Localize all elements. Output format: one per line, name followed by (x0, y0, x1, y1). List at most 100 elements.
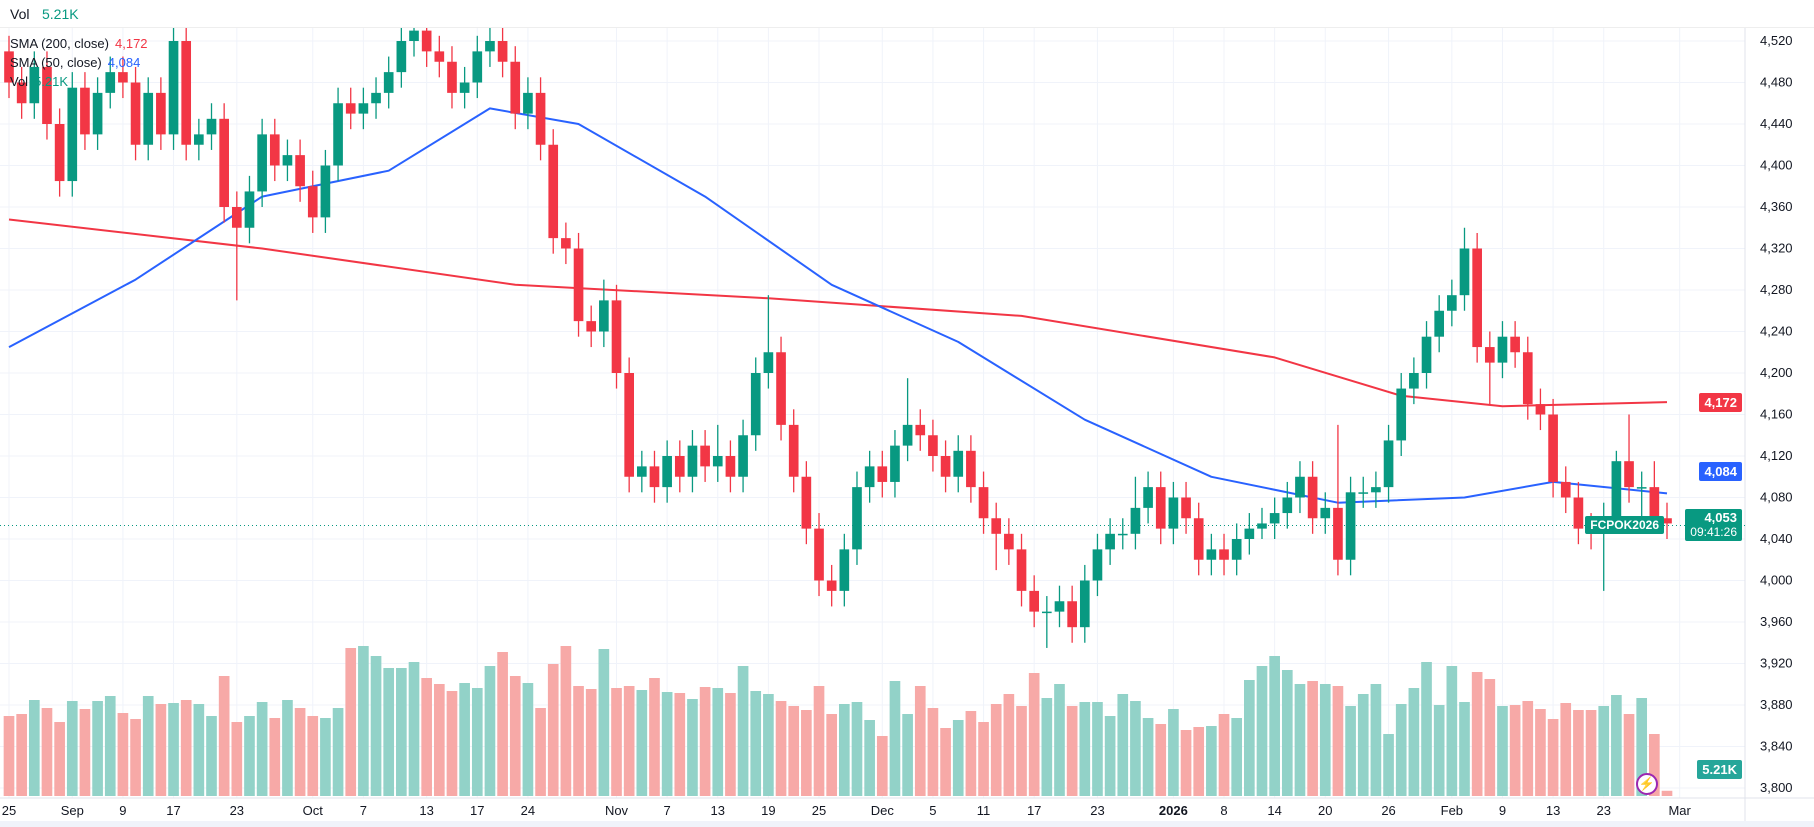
candle (814, 513, 824, 597)
candle (1168, 481, 1179, 545)
candle-body (345, 103, 356, 114)
candle (118, 56, 128, 99)
candle (1434, 295, 1445, 353)
volume-bar (433, 684, 445, 796)
x-tick-label: 24 (521, 803, 535, 818)
volume-bar (1611, 695, 1622, 796)
candle-body (244, 191, 255, 228)
candle-body (54, 124, 65, 182)
legend-sma50[interactable]: SMA (50, close) 4,084 (10, 55, 140, 70)
candle (219, 103, 229, 223)
candle-body (371, 92, 381, 104)
candle (333, 87, 343, 182)
volume-bar (636, 690, 648, 796)
volume-bar (193, 704, 205, 796)
candle-body (1662, 518, 1672, 524)
x-tick-label: 13 (1546, 803, 1560, 818)
volume-bar (1142, 718, 1154, 796)
x-tick-label: 7 (664, 803, 671, 818)
candle-body (219, 118, 229, 207)
x-tick-label: 5 (929, 803, 936, 818)
candle-body (1383, 440, 1394, 488)
volume-bar (965, 711, 977, 796)
volume-bar (687, 699, 698, 796)
volume-bar (1281, 670, 1293, 796)
candle (712, 424, 723, 482)
candle-body (143, 92, 154, 145)
candle (890, 430, 900, 498)
x-tick-label: 23 (230, 803, 244, 818)
volume-bar (256, 702, 268, 796)
volume-bar (661, 692, 673, 796)
candle-body (1611, 461, 1622, 519)
candle (295, 139, 305, 202)
y-tick-label: 3,960 (1760, 614, 1793, 629)
candle-body (1219, 549, 1229, 560)
volume-bar (649, 678, 660, 796)
candle-body (1649, 487, 1660, 519)
candle (1016, 533, 1027, 607)
x-tick-label: 9 (1499, 803, 1506, 818)
legend-sma200-value: 4,172 (115, 36, 148, 51)
volume-bar (142, 696, 154, 796)
candle-body (599, 300, 609, 332)
volume-bar (1547, 719, 1559, 796)
candle (750, 357, 761, 451)
candle (561, 222, 571, 265)
x-tick-label: 7 (360, 803, 367, 818)
candle-body (497, 41, 508, 62)
candle (1484, 331, 1495, 405)
volume-bar (1104, 716, 1116, 796)
candle-body (396, 41, 407, 73)
candle (725, 440, 736, 493)
legend-sma50-value: 4,084 (107, 55, 141, 70)
volume-bar (1484, 679, 1496, 796)
volume-bar (54, 722, 65, 796)
candle (472, 35, 483, 99)
legend-vol[interactable]: Vol 5.21K (10, 74, 68, 89)
sma50-line (8, 107, 1668, 504)
volume-bar (1244, 680, 1255, 796)
volume-bar (358, 646, 369, 796)
candle (1472, 232, 1482, 363)
candle-body (1497, 336, 1508, 363)
volume-bar (1459, 702, 1470, 796)
candle-body (1345, 492, 1356, 560)
volume-bar (1661, 790, 1673, 796)
y-tick-label: 3,920 (1760, 656, 1793, 671)
candle-body (1143, 487, 1153, 508)
candle (1193, 502, 1204, 576)
volume-bar (674, 693, 686, 796)
candle (282, 139, 293, 182)
volume-bar (1079, 702, 1091, 796)
candle-body (738, 435, 748, 477)
candle (1257, 507, 1267, 539)
legend-sma200[interactable]: SMA (200, close) 4,172 (10, 36, 148, 51)
candle (1624, 414, 1634, 503)
lightning-event-icon[interactable]: ⚡ (1636, 773, 1658, 795)
x-tick-label: Mar (1668, 803, 1691, 818)
candle (1548, 398, 1558, 498)
volume-bar (598, 649, 610, 796)
candle-body (282, 155, 293, 166)
candle-body (1624, 461, 1634, 488)
candle (1307, 461, 1318, 534)
candle-body (320, 165, 331, 218)
sma50-price-tag: 4,084 (1699, 462, 1742, 481)
volume-series (3, 646, 1673, 796)
volume-bar (1598, 706, 1610, 796)
volume-bar (307, 716, 319, 796)
volume-bar (699, 687, 711, 796)
candle (1320, 492, 1331, 534)
volume-bar (775, 701, 787, 796)
candle (1345, 476, 1356, 576)
candle (1079, 564, 1090, 643)
x-tick-label: 17 (1027, 803, 1041, 818)
candle (573, 232, 584, 337)
y-tick-label: 4,400 (1760, 158, 1793, 173)
volume-bar (585, 689, 597, 796)
volume-bar (1573, 710, 1584, 796)
volume-bar (611, 688, 622, 796)
candle-body (548, 144, 559, 239)
